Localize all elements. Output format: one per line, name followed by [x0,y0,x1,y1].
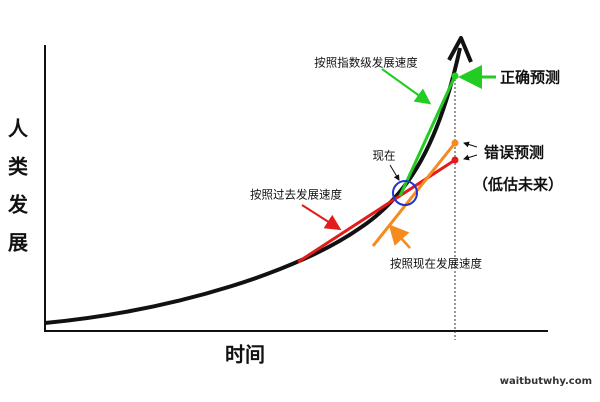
arrow [463,154,478,161]
y-axis-label: 人 [8,117,29,141]
label: 错误预测 [484,144,544,162]
arrow [463,141,478,148]
label: 按照指数级发展速度 [314,56,418,70]
label: 正确预测 [500,69,560,87]
arrow [301,204,342,231]
y-axis-label: 展 [8,231,28,255]
label: 现在 [373,149,396,163]
label: 按照过去发展速度 [250,188,342,202]
arrow [389,164,400,181]
credit: waitbutwhy.com [500,376,592,387]
label: （低估未来） [473,176,563,194]
past-rate-line [297,158,456,264]
y-axis-label: 发 [7,193,29,217]
exponential-line [398,75,457,197]
curve-arrowhead [447,36,473,63]
exp-dot [451,72,459,80]
past-dot [451,156,459,164]
growth-curve [44,47,462,325]
current-rate-line [371,142,457,247]
now-circle [392,180,418,206]
label: 按照现在发展速度 [390,257,482,271]
x-axis-label: 时间 [225,343,265,367]
arrow [388,224,411,249]
arrow [381,68,432,105]
y-axis-label: 类 [8,155,28,179]
current-dot [451,139,459,147]
